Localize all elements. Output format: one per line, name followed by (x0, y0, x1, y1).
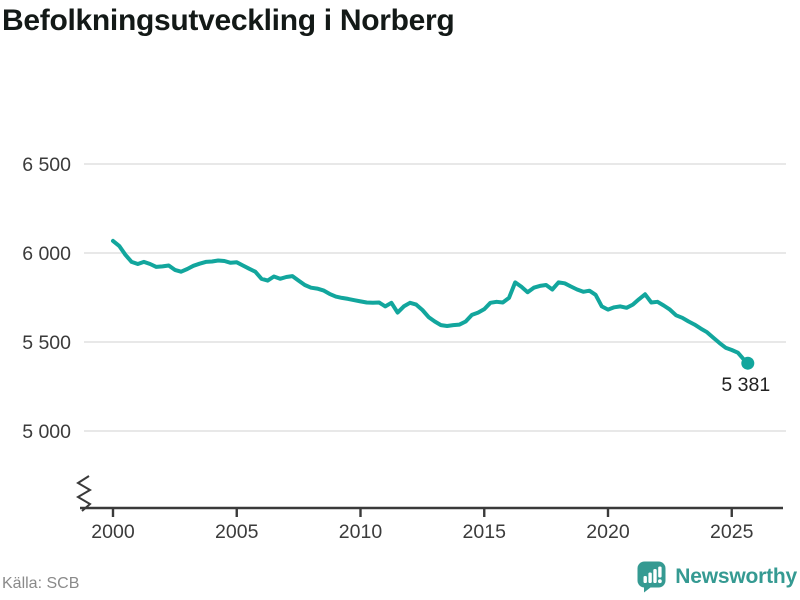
newsworthy-logo-text: Newsworthy (675, 564, 797, 588)
newsworthy-chart-bubble-icon (637, 561, 666, 593)
end-value-label: 5 381 (721, 374, 770, 396)
population-line (111, 238, 750, 366)
x-axis-tick-label: 2025 (710, 521, 754, 543)
x-axis-tick-label: 2020 (586, 521, 630, 543)
x-axis-tick-label: 2015 (463, 521, 507, 543)
y-axis-tick-label: 5 500 (22, 332, 71, 354)
line-chart-plot: 5 000 5 500 6 000 6 500 2000 2005 2010 2015 2020… (22, 154, 786, 543)
y-axis-tick-label: 5 000 (22, 421, 71, 443)
end-point-dot (741, 356, 755, 370)
newsworthy-logo: Newsworthy (636, 560, 797, 593)
chart-title: Befolkningsutveckling i Norberg (2, 4, 455, 37)
x-axis-tick-label: 2010 (339, 521, 383, 543)
y-axis-tick-label: 6 000 (22, 243, 71, 265)
x-axis-tick-label: 2000 (91, 521, 135, 543)
y-axis-tick-label: 6 500 (22, 154, 71, 176)
y-axis-break-icon (76, 475, 92, 512)
x-axis-tick-label: 2005 (215, 521, 259, 543)
source-credit: Källa: SCB (2, 575, 80, 592)
